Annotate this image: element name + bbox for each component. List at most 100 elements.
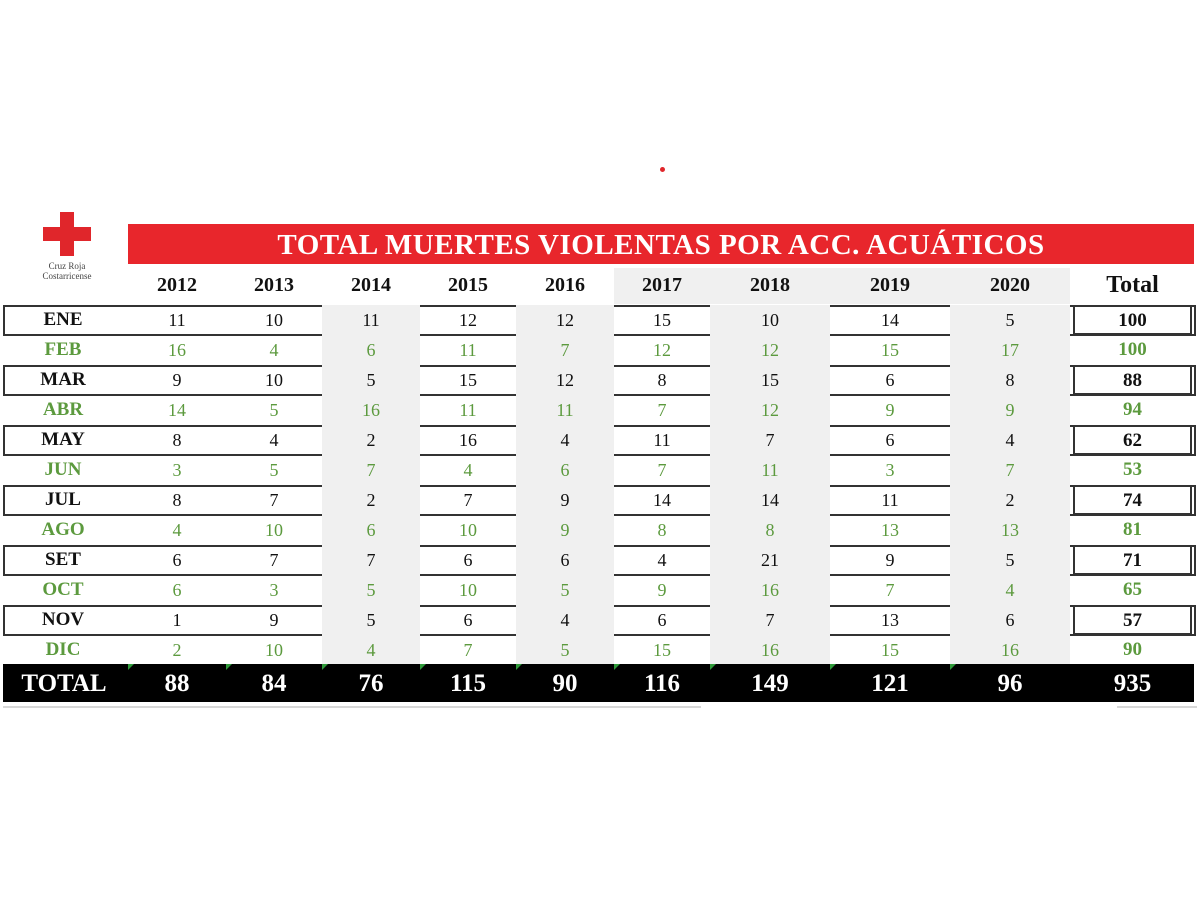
- table-cell: 6: [172, 580, 182, 600]
- table-cell: 7: [885, 580, 895, 600]
- table-cell: 11: [322, 305, 420, 335]
- month-label: JUN: [44, 459, 82, 480]
- table-row: FEB 16 4 6 11 7 12 12 15 17 100: [0, 335, 1200, 365]
- table-cell: 4: [950, 425, 1070, 455]
- table-cell: 7: [322, 455, 420, 485]
- table-cell: 6: [516, 455, 614, 485]
- table-cell: 5: [950, 545, 1070, 575]
- table-cell: 9: [516, 515, 614, 545]
- table-row: AGO 4 10 6 10 9 8 8 13 13 81: [0, 515, 1200, 545]
- table-cell: 21: [710, 545, 830, 575]
- table-cell: 16: [459, 430, 477, 450]
- table-cell: 7: [710, 425, 830, 455]
- table-cell: 5: [950, 305, 1070, 335]
- table-cell: 12: [516, 305, 614, 335]
- table-cell: 15: [653, 310, 671, 330]
- table-cell: 3: [885, 460, 895, 480]
- table-cell: 7: [463, 640, 473, 660]
- table-cell: 4: [950, 575, 1070, 605]
- cell-corner-marker: [950, 664, 956, 670]
- table-cell: 4: [516, 605, 614, 635]
- bottom-rule: [1117, 706, 1197, 708]
- cell-corner-marker: [322, 664, 328, 670]
- month-label: MAR: [40, 369, 86, 390]
- table-cell: 6: [885, 370, 895, 390]
- year-total: 84: [261, 670, 287, 697]
- row-total: 71: [1073, 545, 1192, 575]
- table-cell: 5: [322, 575, 420, 605]
- year-header-7: 2018: [710, 268, 830, 304]
- table-cell: 10: [265, 370, 283, 390]
- row-total: 100: [1118, 339, 1147, 360]
- table-cell: 9: [516, 485, 614, 515]
- month-label: FEB: [44, 339, 82, 360]
- table-cell: 7: [269, 550, 279, 570]
- table-cell: 2: [172, 640, 182, 660]
- year-header-2: 2013: [254, 274, 294, 296]
- table-cell: 11: [710, 455, 830, 485]
- table-cell: 6: [950, 605, 1070, 635]
- month-label: OCT: [42, 579, 84, 600]
- bottom-rule: [3, 706, 701, 708]
- table-cell: 8: [710, 515, 830, 545]
- year-header-row: 2012 2013 2014 2015 2016 2017 2018 2019 2020 Tota…: [0, 268, 1200, 304]
- table-cell: 15: [710, 365, 830, 395]
- month-label: JUL: [45, 489, 81, 510]
- table-cell: 11: [653, 430, 671, 450]
- row-total: 100: [1073, 305, 1192, 335]
- table-cell: 7: [657, 460, 667, 480]
- table-row: OCT 6 3 5 10 5 9 16 7 4 65: [0, 575, 1200, 605]
- row-total: 74: [1073, 485, 1192, 515]
- table-row: JUL 8 7 2 7 9 14 14 11 2 74: [0, 485, 1200, 516]
- table-cell: 14: [653, 490, 671, 510]
- table-cell: 2: [322, 485, 420, 515]
- table-cell: 5: [269, 460, 279, 480]
- table-cell: 11: [459, 400, 477, 420]
- year-total: 149: [751, 670, 789, 697]
- table-cell: 10: [459, 580, 477, 600]
- table-cell: 9: [269, 610, 279, 630]
- row-total: 53: [1123, 459, 1142, 480]
- table-cell: 6: [463, 610, 473, 630]
- year-total: 76: [358, 670, 384, 697]
- table-cell: 7: [269, 490, 279, 510]
- table-cell: 8: [657, 520, 667, 540]
- year-total: 115: [449, 670, 487, 697]
- red-cross-icon: [43, 212, 91, 256]
- table-cell: 4: [269, 340, 279, 360]
- row-total: 90: [1123, 639, 1142, 660]
- cell-corner-marker: [710, 664, 716, 670]
- table-cell: 7: [657, 400, 667, 420]
- table-cell: 6: [516, 545, 614, 575]
- cell-corner-marker: [830, 664, 836, 670]
- cell-corner-marker: [226, 664, 232, 670]
- row-total: 88: [1073, 365, 1192, 395]
- table-cell: 3: [269, 580, 279, 600]
- table-cell: 7: [516, 335, 614, 365]
- month-label: DIC: [45, 639, 81, 660]
- month-label: ENE: [43, 309, 83, 330]
- table-cell: 12: [710, 395, 830, 425]
- logo-org-line1: Cruz Roja: [48, 261, 86, 271]
- table-cell: 5: [269, 400, 279, 420]
- table-cell: 11: [881, 490, 899, 510]
- table-row: MAY 8 4 2 16 4 11 7 6 4 62: [0, 425, 1200, 456]
- table-cell: 16: [168, 340, 186, 360]
- table-cell: 3: [172, 460, 182, 480]
- logo-org-line2: Costarricense: [42, 271, 92, 281]
- year-header-6: 2017: [614, 268, 710, 304]
- table-cell: 7: [950, 455, 1070, 485]
- table-row: JUN 3 5 7 4 6 7 11 3 7 53: [0, 455, 1200, 485]
- table-cell: 11: [168, 310, 186, 330]
- table-cell: 6: [657, 610, 667, 630]
- table-cell: 12: [516, 365, 614, 395]
- table-row: DIC 2 10 4 7 5 15 16 15 16 90: [0, 635, 1200, 665]
- row-total: 62: [1073, 425, 1192, 455]
- year-header-3: 2014: [351, 274, 391, 296]
- table-cell: 15: [653, 640, 671, 660]
- year-header-4: 2015: [448, 274, 488, 296]
- year-header-5: 2016: [545, 274, 585, 296]
- table-cell: 10: [265, 520, 283, 540]
- table-row: MAR 9 10 5 15 12 8 15 6 8 88: [0, 365, 1200, 396]
- table-cell: 14: [881, 310, 899, 330]
